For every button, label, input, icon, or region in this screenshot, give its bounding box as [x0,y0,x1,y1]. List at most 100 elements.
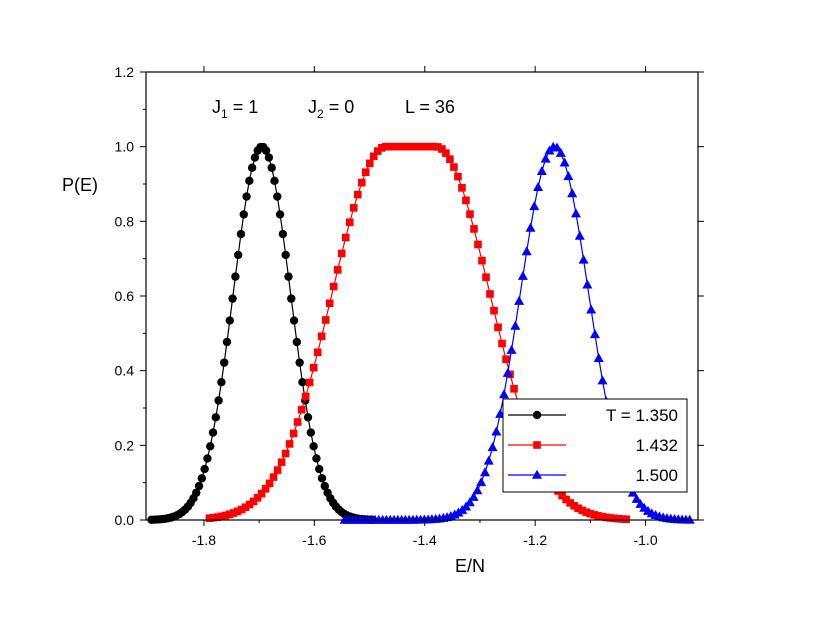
data-point [567,188,578,198]
legend-marker [532,410,542,420]
data-point [225,316,234,325]
data-point [325,299,334,308]
x-axis-title: E/N [455,556,485,576]
data-point [466,210,474,218]
data-point [559,157,570,167]
data-point [233,250,243,260]
data-point [574,504,582,513]
data-point [369,152,378,161]
data-point [566,499,574,507]
data-point [570,502,578,510]
x-tick-label: -1.4 [413,532,437,548]
data-point [289,316,299,325]
data-point [446,155,454,163]
data-point [236,229,246,239]
data-point [289,429,298,438]
data-point [257,489,266,498]
data-point [478,256,486,265]
legend-label: 1.432 [635,436,678,455]
data-point [225,510,234,519]
axes: -1.8 -1.6 -1.4 -1.2 -1.0 0.0 0.2 0.4 0.6 0.8 1.0 1.… [115,64,704,548]
data-point [219,358,229,367]
data-point [208,428,218,437]
data-point [382,142,390,151]
data-point [265,479,274,488]
data-point [245,500,254,509]
data-point [398,142,406,151]
data-point [329,282,338,291]
data-point [285,440,294,448]
data-point [586,509,594,518]
data-point [602,513,611,522]
data-point [510,320,521,330]
data-point [462,196,470,205]
data-point [614,514,623,523]
data-point [684,514,695,524]
annotation-j2-subscript: 2 [317,107,324,121]
data-point [533,182,544,192]
data-point [598,512,606,521]
legend-marker [532,469,542,479]
series-layer [147,141,695,524]
data-point [321,316,330,324]
data-point [281,250,290,260]
data-point [563,171,574,181]
data-point [454,172,462,181]
data-point [194,481,204,491]
data-point [264,153,274,162]
data-point [558,491,566,500]
data-point [490,306,498,315]
data-point [305,378,314,387]
data-point [406,142,414,151]
data-point [430,142,438,151]
data-point [574,230,585,240]
data-point [365,159,374,168]
data-point [555,147,566,157]
data-point [589,329,600,339]
data-point [345,218,354,227]
data-point [229,509,238,517]
data-point [206,442,215,451]
annotation-j1-subscript: 1 [221,107,228,121]
data-point [357,178,366,187]
legend-label: T = 1.350 [606,406,678,425]
data-point [337,249,346,258]
data-point [377,144,386,152]
data-point [353,190,362,199]
data-point [582,508,590,516]
data-point [479,467,490,477]
data-point [245,176,254,186]
x-tick-label: -1.0 [633,532,657,548]
data-point [275,210,285,219]
data-point [309,442,318,451]
data-point [253,494,262,502]
data-point [298,378,307,387]
data-point [267,163,276,172]
x-tick-label: -1.8 [192,532,216,548]
data-point [487,442,498,452]
data-point [394,142,402,151]
data-point [211,413,221,422]
legend-marker [533,441,541,449]
data-point [502,367,513,377]
data-point [414,142,422,151]
data-point [277,458,286,467]
data-point [192,488,201,497]
data-point [315,464,324,474]
data-point [341,233,350,242]
data-point [214,396,223,405]
data-point [270,176,279,186]
annotation-j1: J1 = 1 [212,97,258,121]
data-point [237,505,246,514]
data-point [247,163,257,172]
data-point [281,449,290,458]
data-point [284,272,293,281]
data-point [373,147,382,155]
data-point [582,279,593,289]
data-point [317,332,326,341]
data-point [514,295,525,305]
data-point [309,363,318,372]
data-point [482,273,490,282]
data-point [233,507,242,516]
data-point [200,464,209,474]
